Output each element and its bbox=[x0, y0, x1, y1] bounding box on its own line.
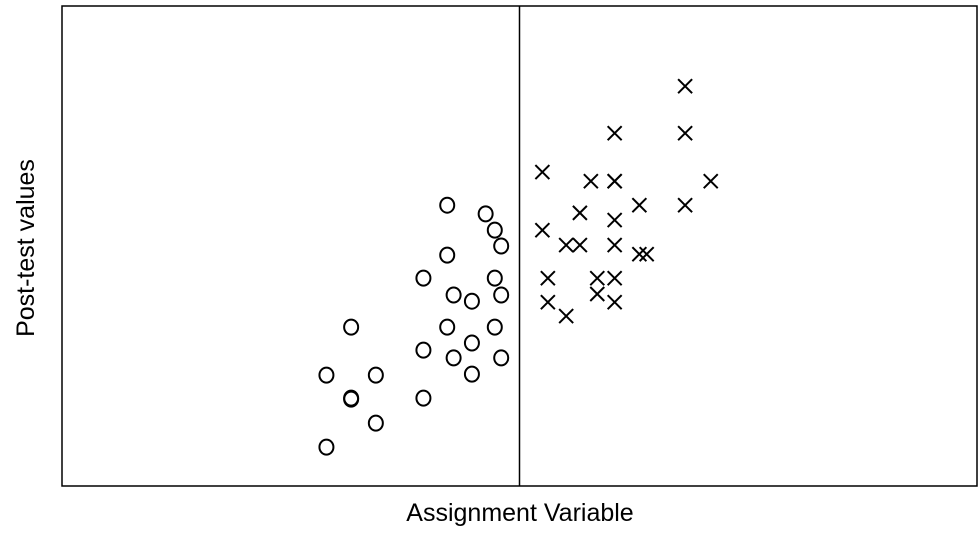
cross-marker bbox=[572, 237, 588, 253]
circle-marker bbox=[493, 349, 510, 367]
circle-marker bbox=[493, 286, 510, 304]
y-axis-label: Post-test values bbox=[12, 159, 40, 337]
circle-marker bbox=[343, 318, 360, 336]
circle-marker bbox=[318, 366, 335, 384]
cross-marker bbox=[540, 294, 556, 310]
cross-marker bbox=[677, 197, 693, 213]
cross-marker bbox=[606, 212, 623, 228]
circle-marker bbox=[486, 221, 503, 239]
circle-marker bbox=[493, 237, 510, 255]
circle-marker bbox=[463, 292, 480, 310]
circle-marker bbox=[415, 269, 432, 287]
cross-marker bbox=[703, 173, 719, 189]
cross-marker bbox=[606, 237, 623, 253]
circle-marker bbox=[318, 438, 335, 456]
cross-marker bbox=[534, 164, 551, 180]
cross-marker bbox=[631, 197, 648, 213]
circle-marker bbox=[445, 349, 462, 367]
cross-marker bbox=[677, 78, 693, 94]
cross-marker bbox=[638, 246, 655, 262]
circle-marker bbox=[463, 365, 480, 383]
circle-marker bbox=[415, 341, 432, 359]
circle-marker bbox=[367, 366, 384, 384]
circle-marker bbox=[445, 286, 462, 304]
cross-marker bbox=[589, 286, 605, 302]
cross-marker bbox=[606, 125, 623, 141]
circle-marker bbox=[486, 318, 503, 336]
cross-marker bbox=[558, 308, 574, 324]
circle-marker bbox=[486, 269, 503, 287]
cross-marker bbox=[589, 270, 605, 286]
circle-marker bbox=[439, 196, 456, 214]
circle-marker bbox=[439, 246, 456, 264]
cross-marker bbox=[677, 125, 693, 141]
cross-marker bbox=[606, 294, 623, 310]
cross-marker bbox=[606, 173, 623, 189]
circle-marker bbox=[463, 334, 480, 352]
cross-marker bbox=[583, 173, 599, 189]
cross-marker bbox=[558, 237, 574, 253]
circle-marker bbox=[477, 205, 494, 223]
circle-marker bbox=[367, 414, 384, 432]
cross-marker bbox=[540, 270, 556, 286]
cross-marker bbox=[631, 246, 648, 262]
x-axis-label: Assignment Variable bbox=[406, 499, 633, 527]
circle-marker bbox=[439, 318, 456, 336]
cross-marker bbox=[606, 270, 623, 286]
cross-marker bbox=[534, 222, 551, 238]
circle-marker bbox=[415, 389, 432, 407]
circle-marker bbox=[343, 390, 360, 408]
cross-marker bbox=[572, 205, 588, 221]
